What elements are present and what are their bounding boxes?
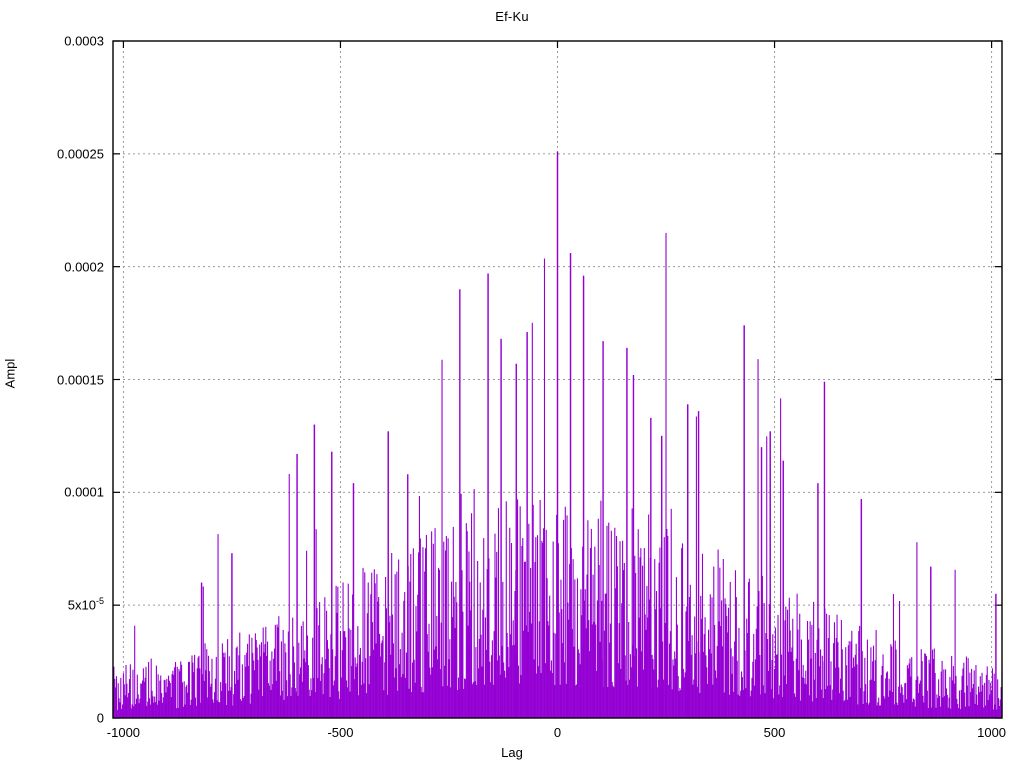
y-tick-label: 0	[96, 710, 104, 726]
chart-title: Ef-Ku	[495, 9, 529, 24]
x-tick-label: 0	[553, 725, 562, 740]
x-tick-label: -500	[327, 725, 354, 740]
x-tick-label: 500	[763, 725, 786, 740]
y-tick-label: 0.0001	[64, 484, 104, 500]
y-tick-label: 0.00025	[57, 146, 104, 162]
impulse-series	[112, 151, 1003, 718]
x-tick-label: 1000	[977, 725, 1007, 740]
x-tick-label: -1000	[106, 725, 141, 740]
y-tick-label: 0.0003	[64, 33, 104, 49]
y-tick-label: 5x10-5	[67, 596, 104, 613]
plot-frame	[112, 40, 1003, 719]
x-axis-label: Lag	[501, 745, 523, 760]
y-tick-label: 0.0002	[64, 259, 104, 275]
y-tick-label: 0.00015	[57, 372, 104, 387]
